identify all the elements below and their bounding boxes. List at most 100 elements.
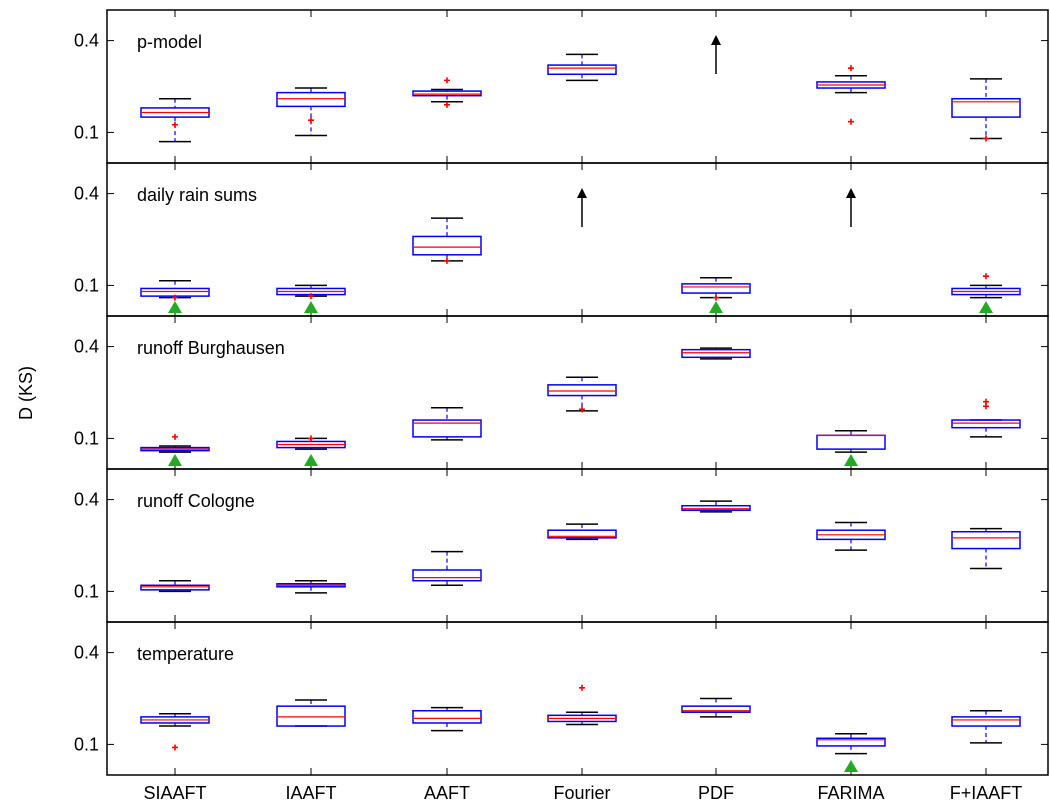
off-scale-arrow: [577, 188, 587, 227]
y-tick-label: 0.1: [74, 428, 99, 448]
iqr-box: [547, 384, 617, 397]
panel-5: 0.1 0.4 temperature: [74, 621, 1049, 776]
iqr-box: [547, 64, 617, 76]
box-iaaft: [276, 699, 346, 727]
iqr-box: [681, 705, 751, 714]
box-fourier: [547, 53, 617, 82]
iqr-box: [412, 419, 482, 438]
panel-title: p-model: [137, 32, 202, 52]
outlier-point: [172, 744, 178, 751]
outlier-point: [444, 257, 450, 264]
iqr-box: [816, 737, 886, 747]
iqr-box: [276, 91, 346, 108]
y-tick-label: 0.1: [74, 581, 99, 601]
acceptance-marker: [844, 760, 858, 772]
panel-1: 0.1 0.4 p-model: [74, 9, 1049, 164]
x-tick-label: IAAFT: [285, 783, 336, 803]
off-scale-arrow: [846, 188, 856, 227]
arrow-head: [577, 188, 587, 198]
box-pdf: [681, 277, 751, 301]
box-iaaft: [276, 435, 346, 450]
arrow-head: [711, 35, 721, 45]
box-siaaft: [140, 97, 210, 143]
iqr-box: [681, 348, 751, 359]
box-iaaft: [276, 284, 346, 300]
box-iaaft: [276, 579, 346, 594]
x-tick-label: FARIMA: [817, 783, 884, 803]
acceptance-marker: [304, 454, 318, 466]
outlier-point: [172, 294, 178, 301]
arrow-head: [846, 188, 856, 198]
y-tick-label: 0.1: [74, 122, 99, 142]
outlier-point: [579, 684, 585, 691]
box-f-iaaft: [951, 273, 1021, 299]
off-scale-arrow: [711, 35, 721, 74]
box-farima: [816, 430, 886, 453]
y-tick-label: 0.4: [74, 643, 99, 663]
y-tick-label: 0.4: [74, 184, 99, 204]
box-pdf: [681, 347, 751, 360]
acceptance-marker: [168, 301, 182, 313]
outlier-point: [308, 117, 314, 124]
iqr-box: [412, 709, 482, 724]
outlier-point: [713, 294, 719, 301]
box-farima: [816, 732, 886, 755]
acceptance-marker: [844, 454, 858, 466]
box-aaft: [412, 77, 482, 108]
box-aaft: [412, 407, 482, 441]
outlier-point: [308, 435, 314, 442]
x-tick-label: SIAAFT: [143, 783, 206, 803]
box-farima: [816, 521, 886, 551]
y-tick-label: 0.4: [74, 31, 99, 51]
outlier-point: [308, 293, 314, 300]
panel-title: runoff Cologne: [137, 491, 255, 511]
panel-4: 0.1 0.4 runoff Cologne: [74, 468, 1049, 623]
outlier-point: [983, 273, 989, 280]
x-tick-label: PDF: [698, 783, 734, 803]
panel-title: runoff Burghausen: [137, 338, 285, 358]
x-tick-label: AAFT: [424, 783, 470, 803]
y-tick-label: 0.1: [74, 275, 99, 295]
outlier-point: [444, 101, 450, 108]
iqr-box: [816, 434, 886, 450]
outlier-point: [444, 77, 450, 84]
panel-3: 0.1 0.4 runoff Burghausen: [74, 315, 1049, 470]
acceptance-marker: [304, 301, 318, 313]
box-farima: [816, 65, 886, 125]
iqr-box: [412, 569, 482, 582]
box-pdf: [681, 500, 751, 513]
iqr-box: [951, 419, 1021, 429]
panel-title: temperature: [137, 644, 234, 664]
iqr-box: [140, 584, 210, 591]
iqr-box: [412, 235, 482, 256]
outlier-point: [172, 433, 178, 440]
outlier-point: [172, 121, 178, 128]
acceptance-marker: [709, 301, 723, 313]
iqr-box: [276, 705, 346, 727]
outlier-point: [983, 398, 989, 405]
box-aaft: [412, 550, 482, 587]
y-tick-label: 0.4: [74, 490, 99, 510]
y-axis-label: D (KS): [16, 366, 36, 420]
box-siaaft: [140, 433, 210, 453]
box-fourier: [547, 684, 617, 726]
box-fourier: [547, 523, 617, 541]
box-siaaft: [140, 579, 210, 593]
outlier-point: [983, 135, 989, 142]
outlier-point: [848, 65, 854, 72]
iqr-box: [951, 97, 1021, 118]
box-siaaft: [140, 713, 210, 751]
panels-layer: 0.1 0.4 p-model 0.1 0.4 daily rain sums 0.1 0.4…: [74, 9, 1049, 776]
iqr-box: [681, 504, 751, 512]
panel-frame: [106, 621, 1049, 776]
box-siaaft: [140, 280, 210, 301]
box-aaft: [412, 217, 482, 264]
box-f-iaaft: [951, 527, 1021, 570]
iqr-box: [681, 283, 751, 294]
box-pdf: [681, 697, 751, 718]
box-aaft: [412, 706, 482, 732]
box-iaaft: [276, 87, 346, 137]
outlier-point: [579, 406, 585, 413]
y-tick-label: 0.1: [74, 734, 99, 754]
